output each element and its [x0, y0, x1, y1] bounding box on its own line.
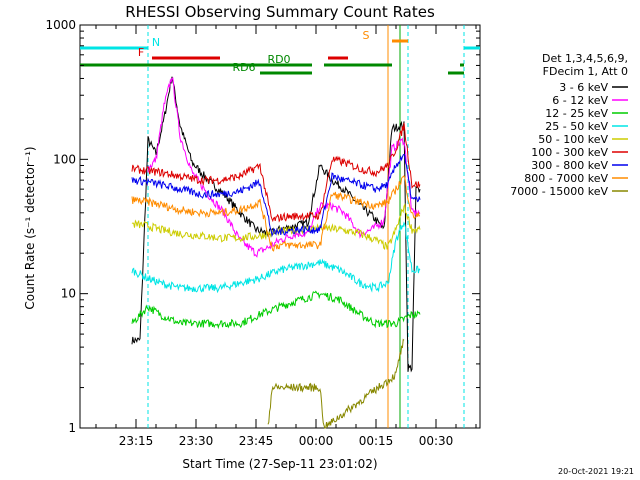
plot-frame-group	[79, 24, 481, 429]
x-tick-label: 00:15	[359, 434, 394, 448]
plot-frame	[79, 24, 481, 429]
flag-label: N	[152, 36, 160, 49]
flag-label: RD0	[267, 53, 290, 66]
series-line	[131, 153, 421, 238]
flag-label: F	[138, 46, 144, 59]
legend-header: Det 1,3,4,5,6,9,	[542, 52, 628, 65]
legend-entry-label: 300 - 800 keV	[531, 159, 608, 172]
series-line	[267, 338, 405, 429]
chart-marks-group	[131, 25, 465, 429]
legend-entry-label: 100 - 300 keV	[531, 146, 608, 159]
series-line	[131, 175, 421, 252]
timestamp-label: 20-Oct-2021 19:21	[558, 467, 634, 476]
y-axis-label: Count Rate (s⁻¹ detector⁻¹)	[23, 146, 37, 309]
x-tick-label: 00:30	[419, 434, 454, 448]
legend-entry-label: 50 - 100 keV	[538, 133, 608, 146]
legend-entry-label: 3 - 6 keV	[559, 81, 608, 94]
series-line	[131, 221, 421, 294]
flag-label: S	[363, 29, 370, 42]
chart-title: RHESSI Observing Summary Count Rates	[125, 3, 435, 21]
x-axis-label: Start Time (27-Sep-11 23:01:02)	[182, 457, 377, 471]
legend-entry-label: 12 - 25 keV	[545, 107, 608, 120]
series-line	[147, 77, 421, 258]
x-tick-label: 23:15	[119, 434, 154, 448]
flag-label: RD6	[232, 61, 255, 74]
legend-entry-label: 7000 - 15000 keV	[510, 185, 608, 198]
legend-entry-label: 25 - 50 keV	[545, 120, 608, 133]
axis-ticks-group: 1 10 100 1000 23:15 23:30 23:45 00:00 00:15 00:30	[45, 18, 480, 448]
x-tick-label: 00:00	[299, 434, 334, 448]
series-line	[131, 122, 421, 223]
series-line	[131, 76, 421, 373]
y-tick-label: 100	[53, 152, 76, 166]
y-tick-label: 10	[61, 287, 76, 301]
legend-group: Det 1,3,4,5,6,9,FDecim 1, Att 0 3 - 6 keV…	[510, 52, 628, 198]
legend-entry-label: 6 - 12 keV	[552, 94, 608, 107]
legend-header: FDecim 1, Att 0	[543, 65, 628, 78]
x-tick-label: 23:45	[239, 434, 274, 448]
legend-entry-label: 800 - 7000 keV	[524, 172, 608, 185]
y-tick-label: 1000	[45, 18, 76, 32]
x-tick-label: 23:30	[179, 434, 214, 448]
flag-bars-group: NF S RD0 RD6	[80, 29, 480, 75]
y-tick-label: 1	[68, 421, 76, 435]
series-line	[131, 290, 421, 330]
